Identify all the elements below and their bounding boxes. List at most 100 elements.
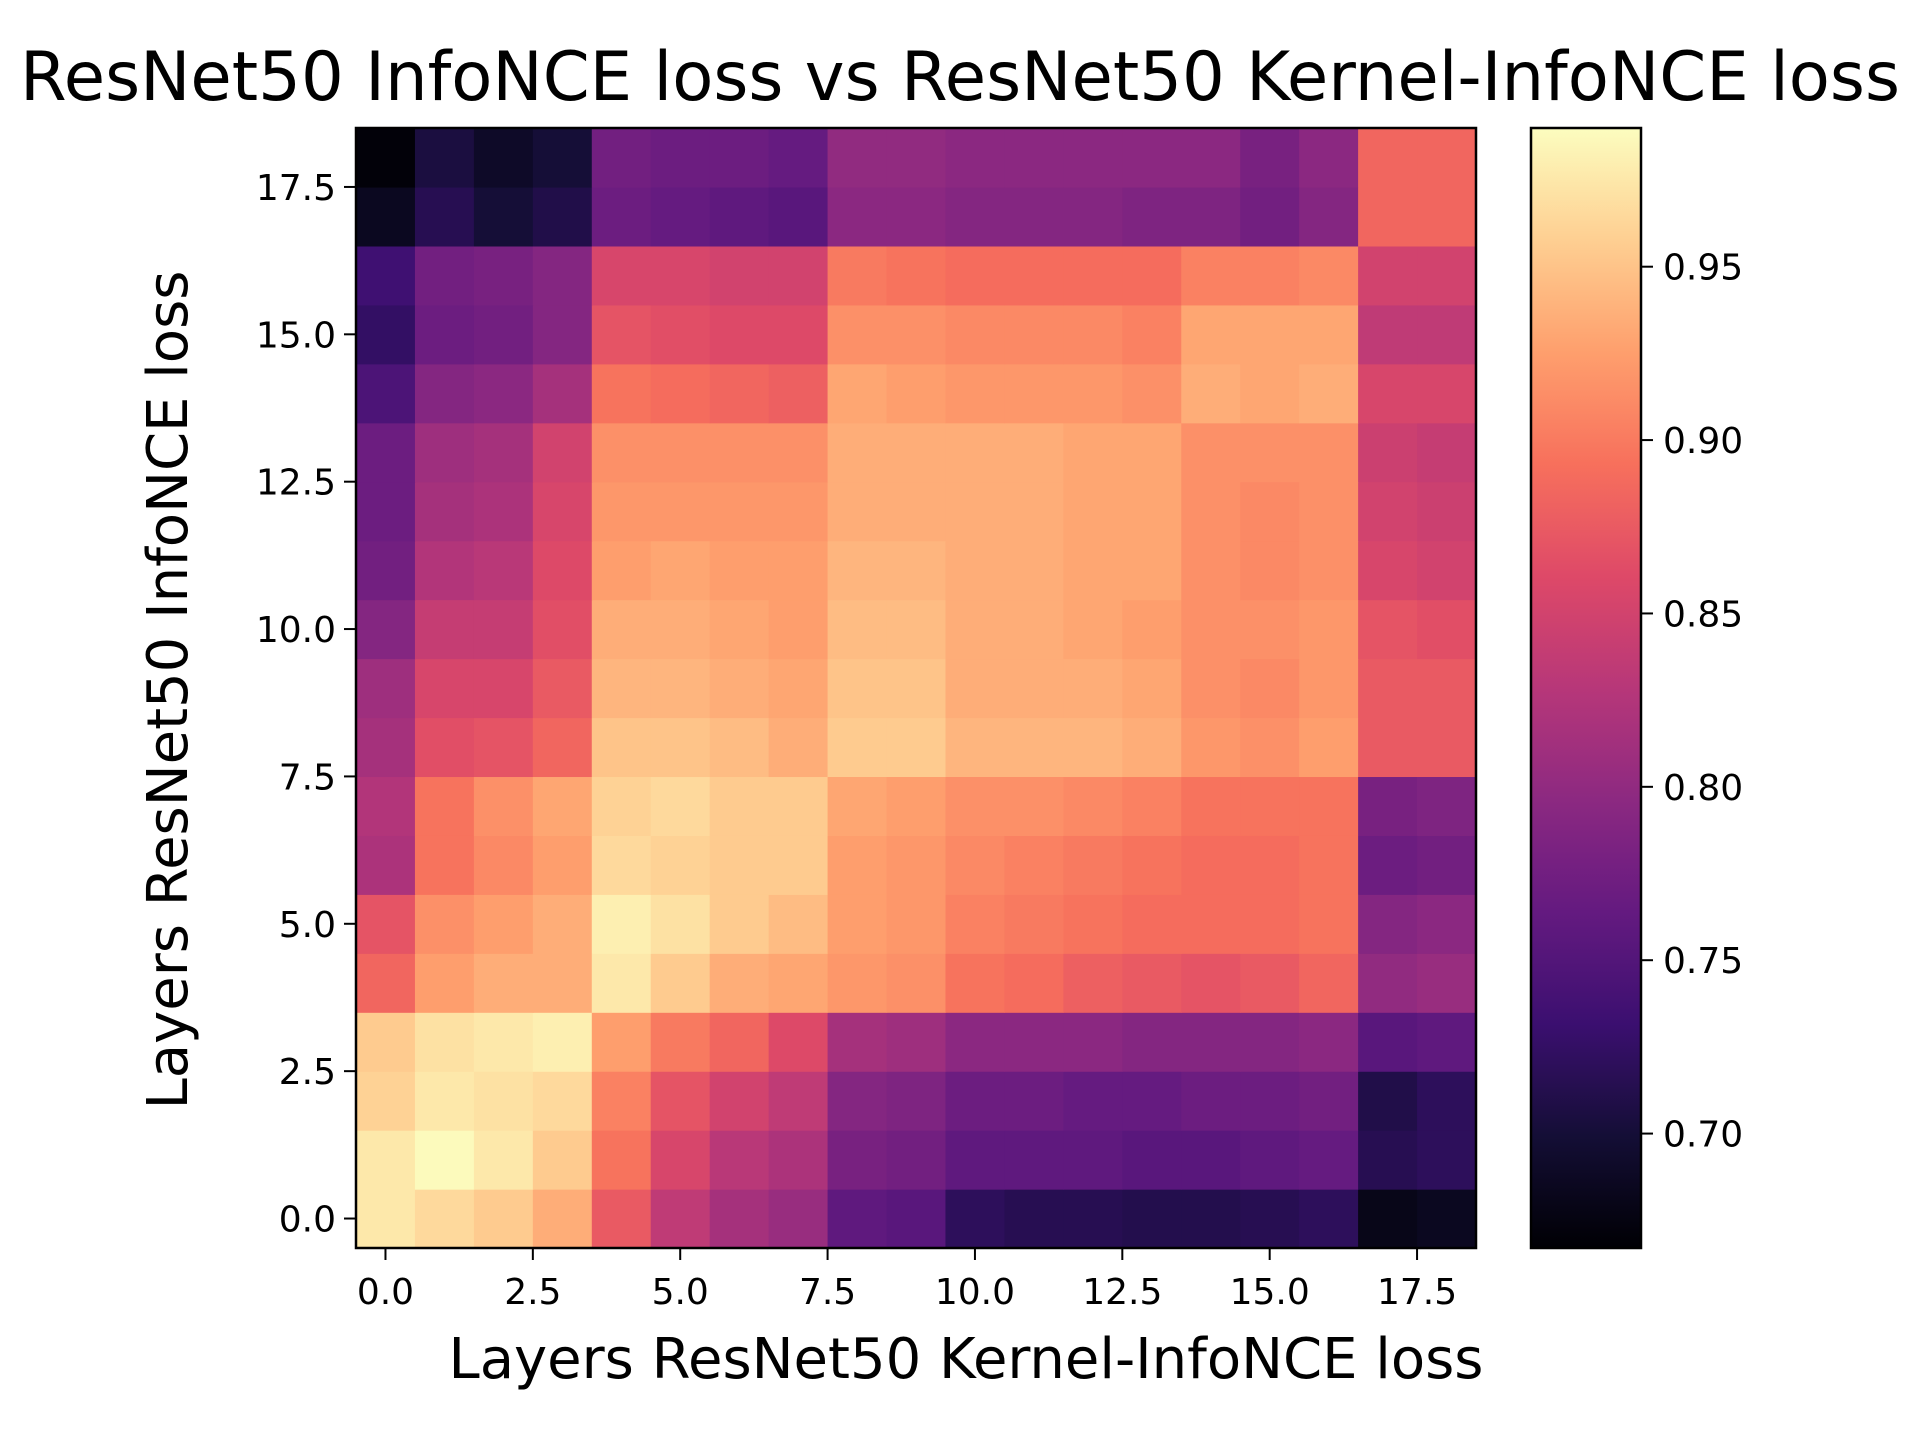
heatmap-cell — [945, 1130, 1006, 1190]
heatmap-cell — [709, 481, 770, 542]
heatmap-cell — [1417, 1012, 1477, 1072]
heatmap-cell — [1299, 422, 1359, 483]
heatmap-cell — [414, 422, 475, 483]
heatmap-cell — [1122, 1071, 1182, 1131]
heatmap-cell — [414, 1130, 475, 1190]
heatmap-cell — [650, 1130, 711, 1190]
heatmap-cell — [356, 953, 416, 1013]
heatmap-cell — [1299, 717, 1359, 778]
heatmap-cell — [532, 304, 593, 365]
heatmap-cell — [945, 1189, 1006, 1249]
heatmap-cell — [1358, 1071, 1418, 1131]
heatmap-cell — [1417, 304, 1477, 365]
heatmap-cell — [709, 1130, 770, 1190]
heatmap-cell — [591, 1012, 652, 1072]
heatmap-cell — [356, 1071, 416, 1131]
heatmap-cell — [1122, 717, 1182, 778]
heatmap-cell — [473, 953, 534, 1013]
heatmap-cell — [1240, 894, 1300, 954]
heatmap-cell — [1004, 835, 1064, 895]
heatmap-cell — [768, 363, 829, 424]
colorbar-tick-label: 0.90 — [1663, 421, 1743, 462]
heatmap-cell — [1240, 186, 1300, 247]
heatmap-cell — [1240, 835, 1300, 895]
heatmap-cell — [591, 835, 652, 895]
heatmap-cell — [1240, 540, 1300, 601]
y-tick-label: 10.0 — [256, 610, 336, 651]
heatmap-cell — [1004, 717, 1064, 778]
heatmap-cell — [1358, 1130, 1418, 1190]
y-tick-label: 12.5 — [256, 463, 336, 504]
heatmap-cell — [768, 540, 829, 601]
heatmap-cell — [473, 1130, 534, 1190]
heatmap-cell — [709, 894, 770, 954]
heatmap-cell — [356, 245, 416, 306]
heatmap-cell — [650, 1012, 711, 1072]
y-tick-label: 15.0 — [256, 315, 336, 356]
heatmap-cell — [356, 835, 416, 895]
heatmap-cell — [1358, 599, 1418, 660]
heatmap-cell — [945, 835, 1006, 895]
heatmap-cell — [1063, 953, 1123, 1013]
y-tick-label: 7.5 — [279, 757, 336, 798]
heatmap-cell — [1063, 776, 1123, 836]
heatmap-cell — [1063, 540, 1123, 601]
heatmap-cell — [886, 717, 947, 778]
colorbar-tick-label: 0.75 — [1663, 941, 1743, 982]
heatmap-cell — [768, 953, 829, 1013]
heatmap-cell — [650, 422, 711, 483]
heatmap-cell — [1122, 894, 1182, 954]
heatmap-cell — [709, 776, 770, 836]
heatmap-cell — [473, 540, 534, 601]
heatmap-cell — [1181, 540, 1241, 601]
heatmap-cell — [532, 245, 593, 306]
heatmap-cell — [886, 599, 947, 660]
x-tick-label: 2.5 — [504, 1272, 561, 1313]
heatmap-cell — [414, 658, 475, 719]
heatmap-cell — [1299, 481, 1359, 542]
heatmap-cell — [532, 599, 593, 660]
heatmap-cell — [768, 894, 829, 954]
heatmap-cell — [1358, 658, 1418, 719]
heatmap-cell — [473, 304, 534, 365]
heatmap-cell — [945, 363, 1006, 424]
heatmap-cell — [1063, 717, 1123, 778]
heatmap-cell — [1417, 1189, 1477, 1249]
heatmap-cell — [1240, 128, 1300, 188]
heatmap-cell — [1063, 186, 1123, 247]
heatmap-cell — [1358, 1189, 1418, 1249]
heatmap-cell — [1122, 540, 1182, 601]
heatmap-cell — [945, 658, 1006, 719]
heatmap-cell — [532, 422, 593, 483]
heatmap-cell — [1299, 1130, 1359, 1190]
heatmap-cell — [1181, 1071, 1241, 1131]
heatmap-cell — [1063, 658, 1123, 719]
heatmap-cell — [532, 717, 593, 778]
heatmap-cell — [1299, 304, 1359, 365]
heatmap-cell — [414, 776, 475, 836]
heatmap-cell — [1122, 658, 1182, 719]
heatmap-cell — [1063, 1071, 1123, 1131]
y-tick-label: 17.5 — [256, 168, 336, 209]
heatmap-cell — [709, 1071, 770, 1131]
heatmap-cell — [1358, 1012, 1418, 1072]
heatmap-cell — [1122, 776, 1182, 836]
heatmap-cell — [1122, 953, 1182, 1013]
heatmap-cell — [473, 1071, 534, 1131]
heatmap-cell — [1122, 422, 1182, 483]
heatmap-cell — [591, 894, 652, 954]
heatmap-cell — [945, 304, 1006, 365]
heatmap-cell — [532, 776, 593, 836]
heatmap-cell — [709, 245, 770, 306]
heatmap-cell — [1181, 481, 1241, 542]
heatmap-cell — [473, 1012, 534, 1072]
heatmap-cell — [1358, 363, 1418, 424]
heatmap-cell — [650, 245, 711, 306]
heatmap-cell — [1240, 422, 1300, 483]
heatmap-cell — [1181, 776, 1241, 836]
heatmap-cell — [356, 658, 416, 719]
heatmap-cell — [827, 1012, 888, 1072]
heatmap-cell — [1122, 304, 1182, 365]
heatmap-cells — [356, 128, 1477, 1249]
